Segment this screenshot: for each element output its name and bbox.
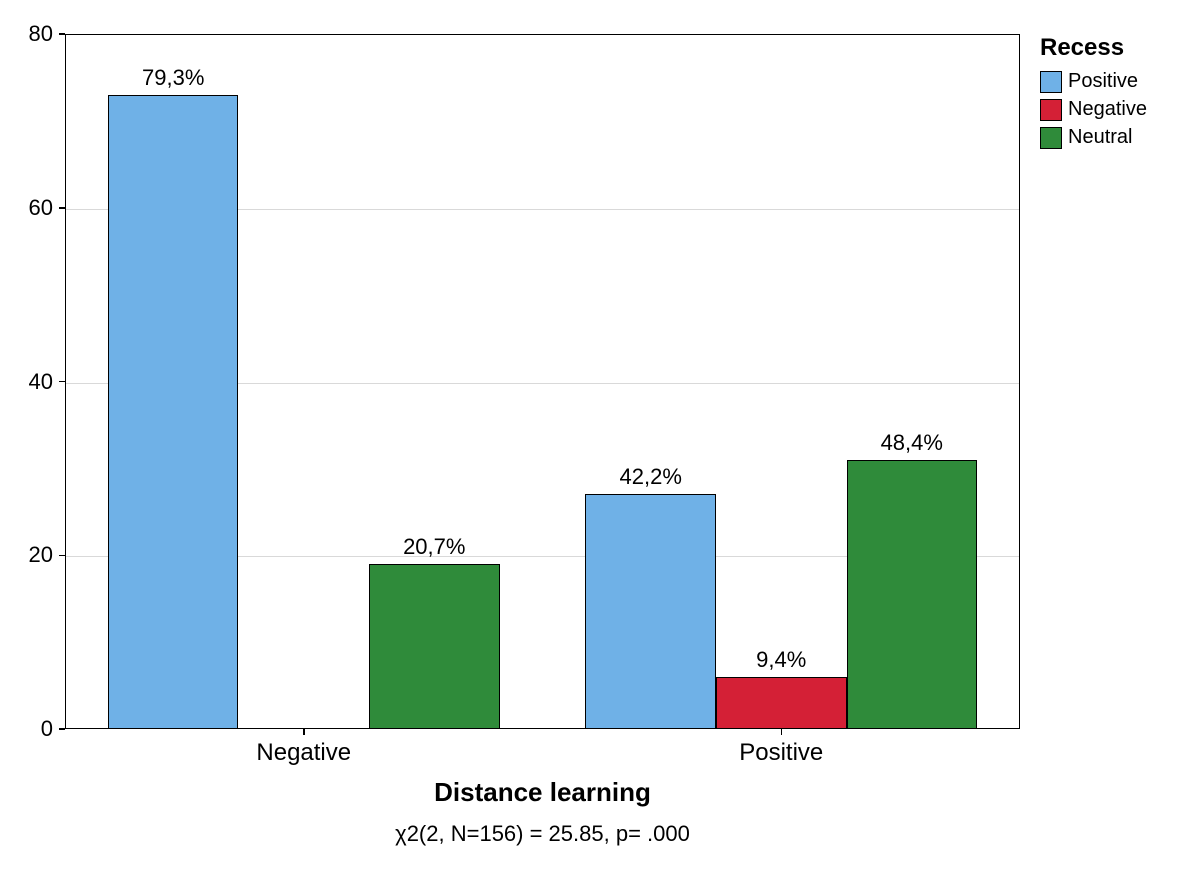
- legend-title: Recess: [1040, 34, 1147, 62]
- bar: [108, 95, 239, 729]
- ytick-label: 0: [0, 716, 53, 742]
- bar: [847, 460, 978, 729]
- bar: [716, 677, 847, 729]
- xtick-mark: [781, 729, 783, 735]
- chart-container: Distance learning χ2(2, N=156) = 25.85, …: [0, 0, 1200, 872]
- legend-label: Negative: [1068, 98, 1147, 121]
- bar: [585, 494, 716, 729]
- legend-item: Negative: [1040, 98, 1147, 121]
- legend-label: Neutral: [1068, 126, 1132, 149]
- legend-item: Positive: [1040, 70, 1147, 93]
- bar-value-label: 9,4%: [756, 647, 806, 673]
- bar-value-label: 20,7%: [403, 534, 465, 560]
- xtick-mark: [303, 729, 305, 735]
- legend-swatch: [1040, 127, 1062, 149]
- ytick-label: 40: [0, 369, 53, 395]
- bar-value-label: 48,4%: [881, 430, 943, 456]
- ytick-label: 60: [0, 195, 53, 221]
- legend-label: Positive: [1068, 70, 1138, 93]
- ytick-mark: [59, 33, 65, 35]
- ytick-mark: [59, 555, 65, 557]
- chart-caption: χ2(2, N=156) = 25.85, p= .000: [395, 821, 690, 847]
- ytick-mark: [59, 728, 65, 730]
- ytick-mark: [59, 381, 65, 383]
- bar: [369, 564, 500, 729]
- legend: Recess Positive Negative Neutral: [1040, 34, 1147, 154]
- legend-swatch: [1040, 71, 1062, 93]
- xtick-label: Positive: [739, 739, 823, 767]
- xtick-label: Negative: [256, 739, 351, 767]
- legend-swatch: [1040, 99, 1062, 121]
- ytick-label: 80: [0, 21, 53, 47]
- x-axis-title: Distance learning: [434, 777, 651, 808]
- ytick-label: 20: [0, 542, 53, 568]
- legend-item: Neutral: [1040, 126, 1147, 149]
- ytick-mark: [59, 207, 65, 209]
- bar-value-label: 42,2%: [620, 464, 682, 490]
- bar-value-label: 79,3%: [142, 65, 204, 91]
